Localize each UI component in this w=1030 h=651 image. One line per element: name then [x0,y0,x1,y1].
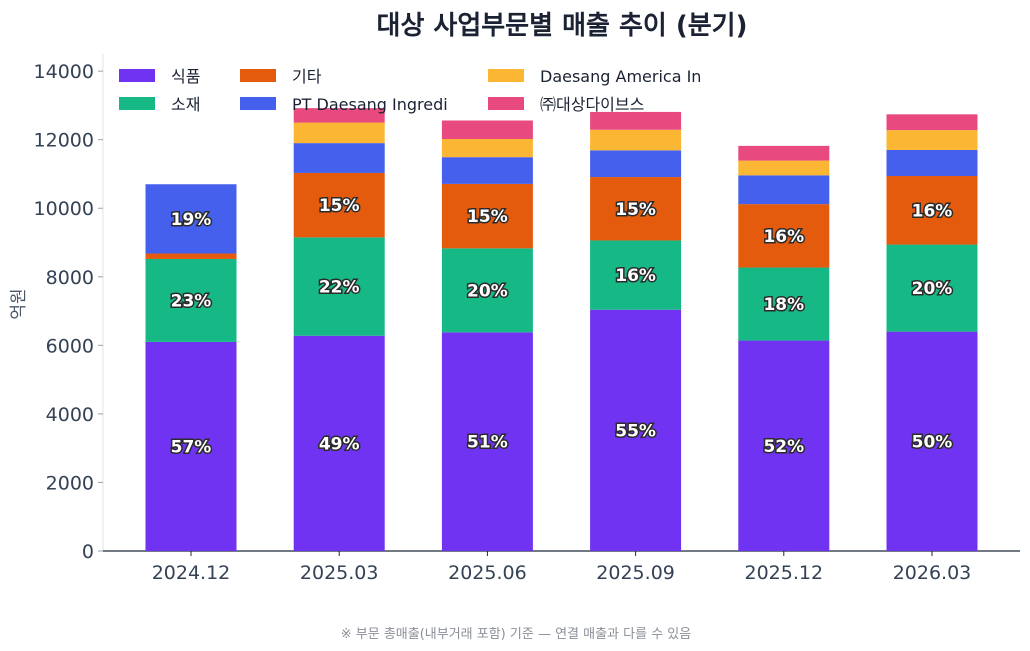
segment-percent-label: 15% [319,196,360,216]
legend-label: ㈜대상다이브스 [540,95,644,114]
bar-segment [441,332,533,551]
y-tick-label: 14000 [34,61,94,83]
bar-segment [886,130,978,150]
segment-percent-label: 51% [467,433,508,453]
segment-percent-label: 19% [171,210,212,230]
bar-segment [886,244,978,332]
legend-swatch [240,97,276,110]
bar-segment [590,240,682,310]
legend-swatch [488,97,524,110]
segment-percent-label: 20% [467,281,508,301]
bar-segment [145,258,237,342]
bar-segment [145,341,237,551]
chart-title: 대상 사업부문별 매출 추이 (분기) [377,11,748,41]
bar-segment [738,160,830,176]
bar-segment [293,108,385,123]
segment-percent-label: 49% [319,434,360,454]
bar-segment [590,111,682,130]
y-tick-label: 4000 [46,404,94,426]
x-tick-label: 2025.03 [300,562,379,584]
segment-percent-label: 50% [912,432,953,452]
bar-segment [886,149,978,177]
legend-label: 기타 [292,67,322,86]
segment-percent-label: 16% [763,227,804,247]
segment-percent-label: 15% [615,200,656,220]
y-tick-label: 0 [82,541,94,563]
bar-segment [441,120,533,140]
bar-segment [145,253,237,259]
bar-segment [441,139,533,158]
bar-segment [293,172,385,238]
bar-segment [441,183,533,249]
y-axis-label: 억원 [9,288,29,319]
bar-segment [293,143,385,173]
bar-segment [590,309,682,551]
bar-segment [293,122,385,144]
legend-swatch [119,97,155,110]
bar-segment [145,184,237,254]
legend-label: PT Daesang Ingredi [292,95,448,114]
segment-percent-label: 15% [467,207,508,227]
footnote: ※ 부문 총매출(내부거래 포함) 기준 — 연결 매출과 다를 수 있음 [341,627,691,642]
segment-percent-label: 55% [615,421,656,441]
bar-segment [738,145,830,161]
x-tick-label: 2026.03 [893,562,972,584]
bar-segment [886,176,978,245]
y-tick-label: 2000 [46,472,94,494]
legend-label: 소재 [171,95,200,114]
bar-segment [738,340,830,551]
segment-percent-label: 16% [615,266,656,286]
x-tick-label: 2025.06 [448,562,527,584]
x-tick-label: 2025.12 [745,562,824,584]
bar-segment [886,114,978,131]
x-axis: 2024.12 2025.03 2025.06 2025.09 2025.12 2026.… [103,550,1020,584]
bar-segment [441,157,533,184]
x-tick-label: 2025.09 [596,562,675,584]
y-tick-label: 8000 [46,267,94,289]
segment-percent-label: 20% [912,279,953,299]
bar-segment [590,177,682,241]
bar-segment [293,335,385,551]
segment-percent-label: 16% [912,201,953,221]
bar-segment [293,237,385,336]
segment-percent-label: 57% [171,437,212,457]
bar-segment [590,150,682,178]
bar-segment [738,204,830,268]
y-axis: 0 2000 4000 6000 8000 10000 12000 14000 [34,54,104,563]
legend-label: 식품 [171,67,200,86]
bar-segment [590,129,682,151]
legend-label: Daesang America In [540,67,701,86]
y-tick-label: 10000 [34,198,94,220]
segment-percent-label: 18% [763,295,804,315]
bars: 57% 23% 19% 49% 22% 15% 51% 20% 15% 55% 16% 15% 52% 1… [145,108,978,551]
segment-percent-label: 23% [171,291,212,311]
y-tick-label: 12000 [34,130,94,152]
bar-segment [738,267,830,341]
legend-swatch [488,69,524,82]
bar-segment [886,331,978,551]
legend-swatch [240,69,276,82]
bar-segment [738,175,830,205]
segment-percent-label: 22% [319,278,360,298]
bar-segment [441,248,533,333]
x-tick-label: 2024.12 [152,562,231,584]
legend-swatch [119,69,155,82]
y-tick-label: 6000 [46,335,94,357]
segment-percent-label: 52% [763,437,804,457]
